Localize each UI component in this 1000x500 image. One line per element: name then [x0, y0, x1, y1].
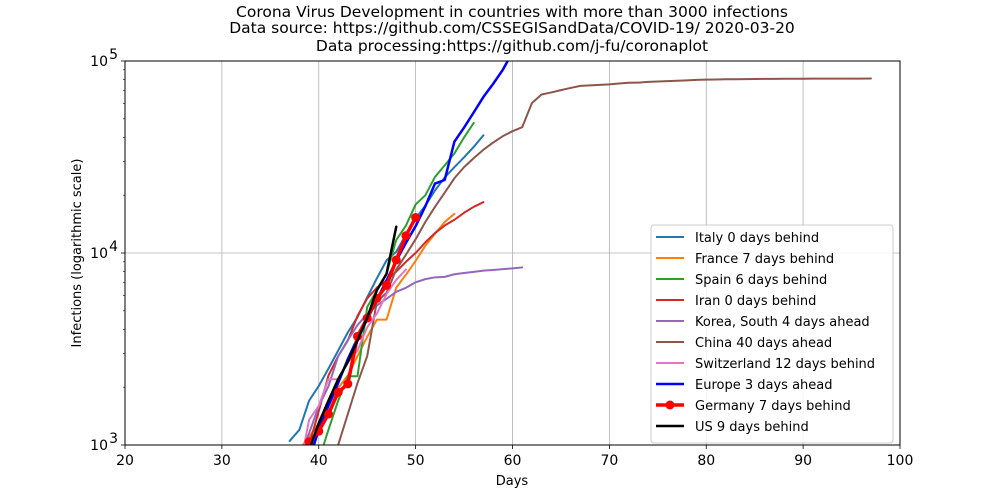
data-point — [323, 409, 333, 419]
x-tick-label: 90 — [794, 453, 812, 469]
data-point — [343, 379, 353, 389]
series-lines — [288, 61, 872, 445]
legend-entry-label: Spain 6 days behind — [695, 273, 827, 288]
legend-entry-label: Germany 7 days behind — [695, 399, 851, 414]
y-tick-label: 10 — [90, 246, 108, 262]
data-point — [333, 387, 343, 397]
data-point — [411, 213, 421, 223]
data-point — [401, 231, 411, 241]
x-tick-label: 30 — [213, 453, 231, 469]
legend-entry-label: Italy 0 days behind — [695, 231, 819, 246]
x-tick-label: 100 — [887, 453, 914, 469]
series-line — [309, 225, 398, 445]
chart-title-line-1: Corona Virus Development in countries wi… — [236, 3, 788, 21]
legend-entry-label: Korea, South 4 days ahead — [695, 315, 870, 330]
x-tick-label: 80 — [697, 453, 715, 469]
legend-marker — [665, 400, 675, 410]
data-point — [391, 255, 401, 265]
x-tick-label: 60 — [504, 453, 522, 469]
x-tick-label: 70 — [600, 453, 618, 469]
y-tick-label: 10 — [90, 438, 108, 454]
legend-entry-label: Europe 3 days ahead — [695, 378, 833, 393]
y-tick-label: 10 — [90, 54, 108, 70]
x-tick-label: 20 — [116, 453, 134, 469]
legend-entry-label: Iran 0 days behind — [695, 294, 816, 309]
legend-box — [650, 224, 894, 444]
legend-entry-label: US 9 days behind — [695, 420, 809, 435]
legend: Italy 0 days behind France 7 days behind S… — [650, 224, 894, 444]
legend-entry-label: Switzerland 12 days behind — [695, 357, 875, 372]
x-tick-label: 40 — [310, 453, 328, 469]
legend-entry-label: China 40 days ahead — [695, 336, 832, 351]
x-tick-label: 50 — [407, 453, 425, 469]
chart-title-line-2: Data source: https://github.com/CSSEGISa… — [229, 19, 795, 37]
legend-entry-label: France 7 days behind — [695, 252, 834, 267]
x-axis-label: Days — [496, 474, 529, 489]
y-tick-exponent: 4 — [109, 239, 118, 255]
data-point — [382, 280, 392, 290]
series-line — [303, 266, 524, 445]
series-line — [288, 134, 485, 442]
y-axis-label: Infections (logarithmic scale) — [70, 159, 85, 348]
chart-title-line-3: Data processing:https://github.com/j-fu/… — [316, 37, 708, 55]
series-line — [337, 77, 872, 445]
chart-title: Corona Virus Development in countries wi… — [229, 3, 795, 55]
y-tick-exponent: 3 — [109, 431, 118, 447]
y-tick-exponent: 5 — [109, 47, 118, 63]
